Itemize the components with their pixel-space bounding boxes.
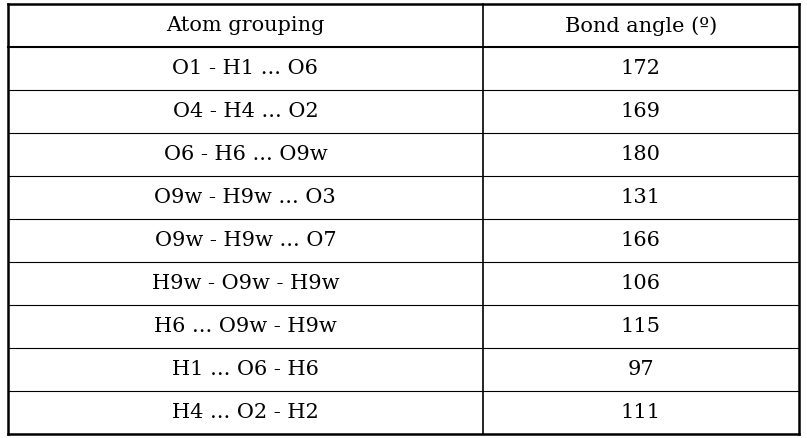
Text: O9w - H9w ... O7: O9w - H9w ... O7 xyxy=(154,231,337,250)
Text: O9w - H9w ... O3: O9w - H9w ... O3 xyxy=(154,188,337,207)
Text: H9w - O9w - H9w: H9w - O9w - H9w xyxy=(152,274,339,293)
Text: O4 - H4 ... O2: O4 - H4 ... O2 xyxy=(173,102,318,121)
Text: H1 ... O6 - H6: H1 ... O6 - H6 xyxy=(172,360,319,379)
Text: 169: 169 xyxy=(621,102,661,121)
Text: 180: 180 xyxy=(621,145,661,164)
Text: 172: 172 xyxy=(621,59,661,78)
Text: 131: 131 xyxy=(621,188,661,207)
Text: O1 - H1 ... O6: O1 - H1 ... O6 xyxy=(173,59,318,78)
Text: Atom grouping: Atom grouping xyxy=(166,16,324,35)
Text: H6 ... O9w - H9w: H6 ... O9w - H9w xyxy=(154,317,337,336)
Text: O6 - H6 ... O9w: O6 - H6 ... O9w xyxy=(164,145,327,164)
Text: 115: 115 xyxy=(621,317,661,336)
Text: Bond angle (º): Bond angle (º) xyxy=(565,16,717,35)
Text: 111: 111 xyxy=(621,403,661,422)
Text: 166: 166 xyxy=(621,231,661,250)
Text: 97: 97 xyxy=(628,360,654,379)
Text: 106: 106 xyxy=(621,274,661,293)
Text: H4 ... O2 - H2: H4 ... O2 - H2 xyxy=(172,403,319,422)
